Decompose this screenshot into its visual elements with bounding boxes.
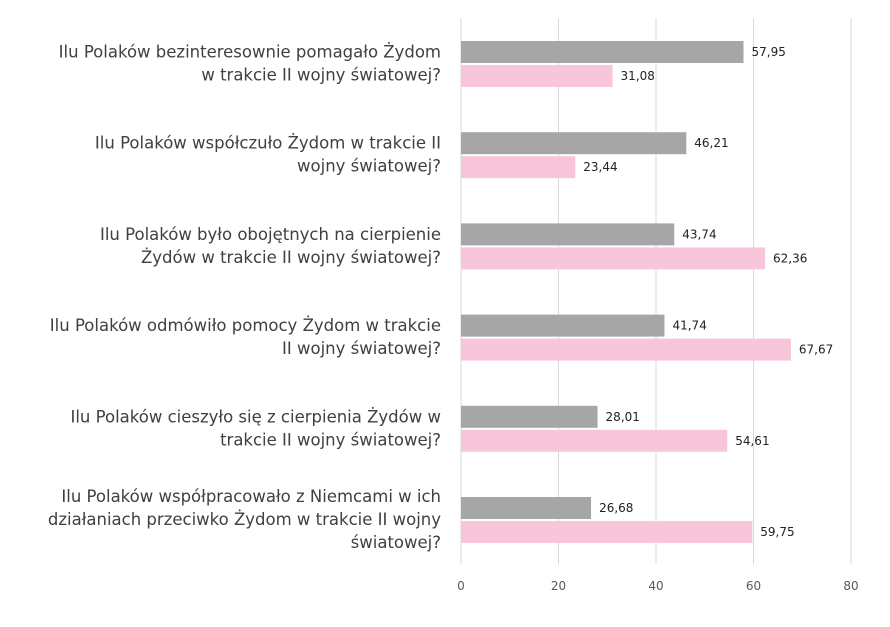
data-label: 26,68 — [599, 501, 633, 515]
data-label: 59,75 — [760, 525, 794, 539]
data-label: 54,61 — [735, 434, 769, 448]
category-label-line: Ilu Polaków współczuło Żydom w trakcie I… — [95, 134, 441, 153]
bar — [461, 405, 598, 428]
bar — [461, 247, 766, 270]
category-label-line: działaniach przeciwko Żydom w trakcie II… — [48, 510, 441, 529]
bar — [461, 338, 791, 361]
data-label: 57,95 — [752, 45, 786, 59]
category-label: Ilu Polaków odmówiło pomocy Żydom w trak… — [50, 316, 441, 358]
category-label-line: wojny światowej? — [297, 157, 441, 176]
data-label: 28,01 — [606, 410, 640, 424]
bar — [461, 429, 728, 452]
bar — [461, 156, 576, 179]
category-label-line: Ilu Polaków odmówiło pomocy Żydom w trak… — [50, 316, 441, 335]
category-label: Ilu Polaków współczuło Żydom w trakcie I… — [95, 134, 441, 176]
category-label-line: trakcie II wojny światowej? — [220, 430, 441, 449]
category-label-line: Ilu Polaków współpracowało z Niemcami w … — [61, 487, 441, 506]
x-tick-label: 40 — [648, 579, 663, 593]
bars — [461, 41, 791, 543]
x-tick-label: 20 — [551, 579, 566, 593]
category-label-line: Ilu Polaków cieszyło się z cierpienia Ży… — [70, 407, 441, 426]
bar — [461, 521, 753, 543]
category-label-line: w trakcie II wojny światowej? — [201, 66, 441, 85]
bar — [461, 65, 613, 87]
data-label: 31,08 — [621, 69, 655, 83]
category-labels: Ilu Polaków bezinteresownie pomagało Żyd… — [48, 43, 441, 553]
bar — [461, 41, 744, 63]
data-label: 62,36 — [773, 251, 807, 265]
category-label: Ilu Polaków współpracowało z Niemcami w … — [48, 487, 441, 552]
category-label: Ilu Polaków cieszyło się z cierpienia Ży… — [70, 407, 441, 449]
value-labels: 57,95 46,21 43,74 41,74 28,01 26,68 31,08 23,44… — [583, 45, 833, 539]
category-label-line: Ilu Polaków było obojętnych na cierpieni… — [100, 225, 441, 244]
bar — [461, 223, 675, 246]
category-label: Ilu Polaków bezinteresownie pomagało Żyd… — [59, 43, 441, 85]
data-label: 23,44 — [583, 160, 617, 174]
category-label-line: Żydów w trakcie II wojny światowej? — [141, 248, 441, 267]
gridlines — [460, 18, 852, 564]
category-label: Ilu Polaków było obojętnych na cierpieni… — [100, 225, 441, 267]
x-tick-label: 60 — [746, 579, 761, 593]
x-tick-label: 0 — [457, 579, 465, 593]
data-label: 43,74 — [682, 227, 716, 241]
data-label: 67,67 — [799, 343, 833, 357]
data-label: 46,21 — [694, 136, 728, 150]
data-label: 41,74 — [672, 319, 706, 333]
category-label-line: II wojny światowej? — [282, 339, 441, 358]
bar — [461, 132, 687, 155]
x-tick-label: 80 — [843, 579, 858, 593]
bar — [461, 497, 592, 519]
x-axis-ticks: 0 20 40 60 80 — [457, 579, 858, 593]
category-label-line: Ilu Polaków bezinteresownie pomagało Żyd… — [59, 43, 441, 62]
bar — [461, 314, 665, 337]
category-label-line: światowej? — [351, 533, 441, 552]
